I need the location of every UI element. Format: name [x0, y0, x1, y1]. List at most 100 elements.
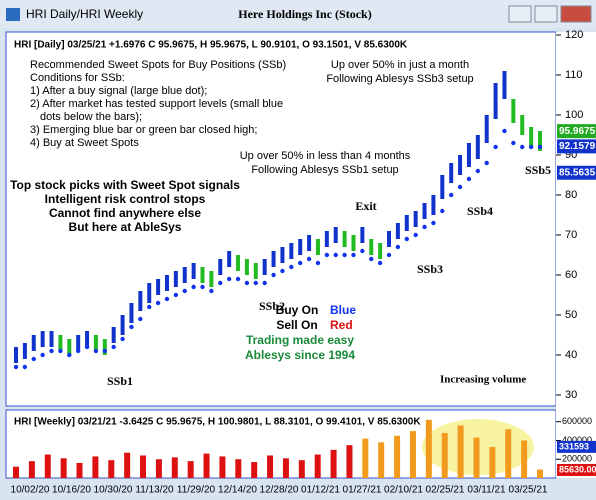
price-bar: [298, 239, 303, 255]
close-button[interactable]: [560, 5, 592, 23]
support-dot: [520, 144, 525, 150]
support-dot: [253, 280, 258, 286]
support-dot: [395, 244, 401, 250]
price-bar: [307, 235, 312, 251]
promo-text: Buy On: [276, 303, 319, 317]
price-bar: [173, 271, 178, 287]
support-dot: [271, 272, 276, 278]
price-bar: [209, 271, 214, 287]
note-line: Recommended Sweet Spots for Buy Position…: [30, 59, 286, 71]
annotation: SSb5: [525, 163, 551, 177]
x-tick-label: 02/10/21: [384, 485, 423, 496]
price-bar: [147, 283, 152, 303]
price-bar: [324, 231, 329, 247]
price-bar: [529, 127, 534, 147]
value-badge-label: 85630.00: [559, 464, 596, 474]
x-tick-label: 10/02/20: [11, 485, 50, 496]
price-bar: [360, 227, 365, 243]
volume-bar: [13, 466, 19, 478]
price-bar: [262, 259, 267, 275]
value-badge-label: 331593: [559, 441, 589, 451]
minimize-button[interactable]: [508, 5, 532, 23]
volume-bar: [251, 462, 258, 478]
x-tick-label: 12/14/20: [218, 485, 257, 496]
support-dot: [280, 268, 285, 274]
y-tick-label: 200000: [562, 454, 592, 464]
price-bar: [253, 263, 258, 279]
axis-pane: [556, 32, 596, 478]
annotation: Cannot find anywhere else: [49, 206, 201, 220]
price-bar: [200, 267, 205, 283]
value-badge: [557, 124, 596, 139]
volume-bar: [346, 445, 353, 478]
support-dot: [120, 336, 125, 342]
support-dot: [58, 348, 63, 354]
price-bar: [14, 347, 18, 363]
volume-bar: [140, 455, 147, 478]
y-tick-label: 110: [565, 69, 583, 81]
support-dot: [200, 284, 205, 290]
annotation: Up over 50% in less than 4 months: [240, 150, 411, 162]
support-dot: [164, 296, 170, 302]
volume-bar: [124, 452, 131, 478]
price-bar: [520, 115, 525, 135]
volume-bar: [457, 425, 464, 478]
y-tick-label: 70: [565, 229, 577, 241]
price-bar: [191, 263, 196, 279]
price-bar: [58, 335, 63, 351]
volume-bar: [394, 435, 401, 478]
x-tick-label: 03/25/21: [509, 485, 548, 496]
price-bar: [67, 339, 72, 355]
volume-bar: [473, 437, 480, 478]
value-badge: [557, 440, 596, 453]
volume-bar: [298, 460, 305, 478]
annotation: Top stock picks with Sweet Spot signals: [10, 178, 240, 192]
value-badge: [557, 165, 596, 180]
y-tick-label: 60: [565, 269, 577, 281]
price-bar: [404, 215, 409, 231]
support-dot: [84, 344, 90, 350]
y-tick-label: 40: [565, 349, 577, 361]
price-bar: [22, 343, 27, 359]
support-dot: [315, 260, 321, 266]
volume-bar: [44, 454, 51, 478]
price-bar: [49, 331, 54, 347]
note-line: 4) Buy at Sweet Spots: [30, 137, 139, 149]
volume-title: HRI [Weekly] 03/21/21 -3.6425 C 95.9675,…: [14, 417, 421, 428]
volume-bar: [235, 459, 242, 478]
support-dot: [369, 256, 374, 262]
price-bar: [271, 251, 276, 267]
volume-bar: [537, 469, 543, 478]
support-dot: [182, 288, 187, 294]
support-dot: [226, 276, 232, 282]
support-dot: [448, 192, 454, 198]
price-bar: [76, 335, 81, 351]
volume-bar: [92, 456, 99, 478]
support-dot: [67, 352, 72, 358]
x-tick-label: 03/11/21: [467, 485, 506, 496]
annotation: Following Ablesys SSb1 setup: [251, 164, 398, 176]
x-tick-label: 01/27/21: [343, 485, 382, 496]
support-dot: [333, 252, 338, 258]
price-bar: [369, 239, 374, 255]
x-tick-label: 12/28/20: [260, 485, 299, 496]
price-bar: [120, 315, 125, 335]
volume-bar: [155, 459, 162, 478]
price-bar: [475, 135, 480, 159]
support-dot: [306, 256, 312, 262]
pane-title: HRI [Daily] 03/25/21 +1.6976 C 95.9675, …: [14, 40, 408, 51]
note-line: 1) After a buy signal (large blue dot);: [30, 85, 207, 97]
support-dot: [40, 352, 45, 358]
price-bar: [236, 255, 241, 271]
volume-bar: [108, 460, 115, 478]
promo-text: Red: [330, 318, 353, 332]
maximize-button[interactable]: [534, 5, 558, 23]
support-dot: [75, 348, 81, 354]
value-badge: [557, 463, 596, 476]
support-dot: [324, 252, 330, 258]
x-tick-label: 11/29/20: [177, 485, 216, 496]
support-dot: [431, 220, 436, 226]
support-dot: [289, 264, 294, 270]
x-tick-label: 11/13/20: [135, 485, 174, 496]
